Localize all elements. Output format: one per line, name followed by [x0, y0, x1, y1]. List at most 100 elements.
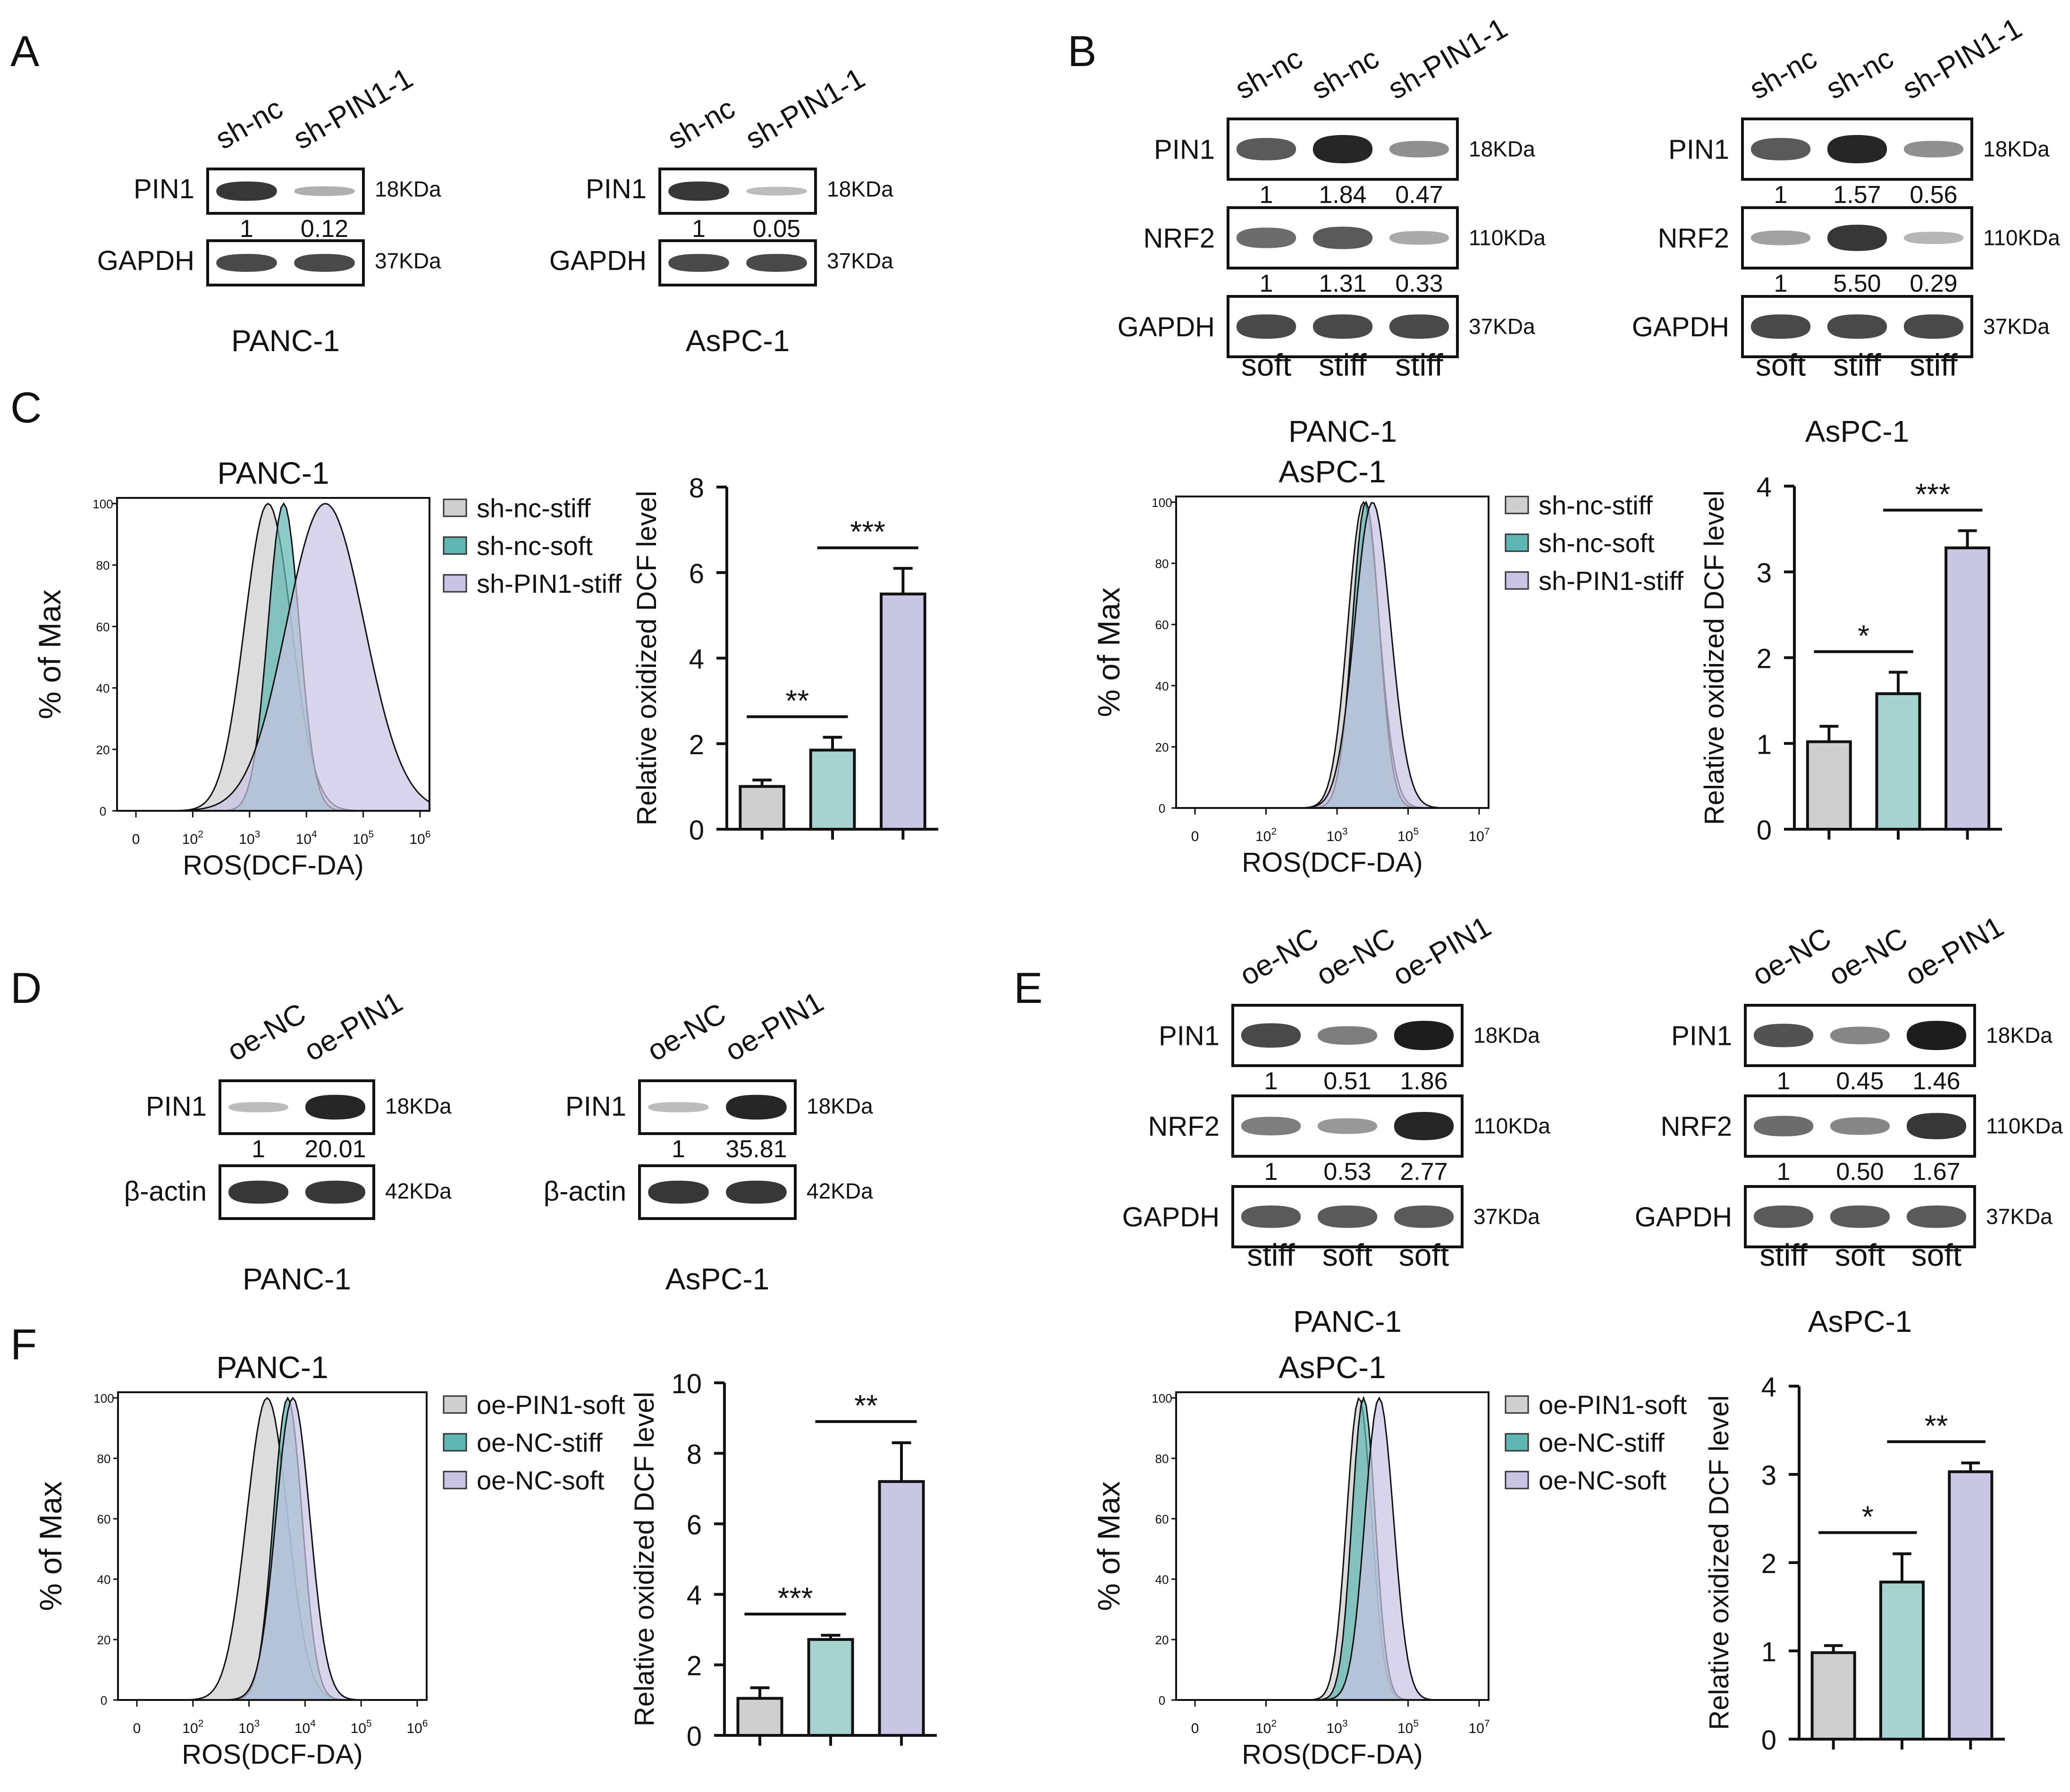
legend-label: oe-NC-soft: [1539, 1465, 1666, 1495]
quant-value: 1: [1774, 270, 1788, 297]
blot-row-0: PIN1 18KDa 1 0.45 1.46: [1671, 1004, 2053, 1095]
blot-band: [305, 1094, 366, 1120]
blot-A-AsPC-1: sh-nc sh-PIN1-1 PIN1 18KDa 1 0.05 GAPDH 37KDa As…: [549, 62, 893, 358]
bar-sh-PIN1-stiff: [880, 592, 926, 831]
blot-band: [1241, 1117, 1301, 1136]
kda-label: 18KDa: [1473, 1023, 1540, 1047]
kda-label: 18KDa: [1469, 136, 1535, 161]
kda-label: 18KDa: [1986, 1023, 2053, 1047]
blot-row-1: NRF2 110KDa 1 1.31 0.33: [1144, 206, 1546, 297]
y-axis-label: % of Max: [1091, 587, 1126, 717]
x-tick-label: 102: [182, 1718, 203, 1737]
histogram-F-hist-AsPC-1: 0 20 40 60 80 100 0 102 103 105 107 AsPC-1 ROS(DCF-D…: [1091, 1350, 1687, 1770]
blot-band: [1750, 230, 1811, 245]
blot-band: [1389, 141, 1449, 158]
y-tick-label: 1: [1757, 729, 1772, 760]
bar-oe-NC-soft: [1948, 1470, 1994, 1741]
y-axis-label: % of Max: [32, 589, 67, 719]
blot-band: [746, 254, 807, 272]
legend-label: oe-NC-stiff: [1539, 1428, 1665, 1457]
panel-label-A: A: [10, 27, 40, 76]
y-tick-label: 60: [97, 1512, 111, 1526]
blot-band: [1241, 1023, 1301, 1048]
x-tick-label: 104: [296, 829, 317, 848]
x-tick-label: 107: [1468, 826, 1489, 845]
blot-band: [1241, 1205, 1301, 1228]
blot-row-0: PIN1 18KDa 1 1.57 0.56: [1668, 118, 2050, 209]
condition-label: stiff: [1759, 1237, 1808, 1272]
x-tick-label: 0: [133, 1721, 141, 1736]
y-axis-label: Relative oxidized DCF level: [1699, 490, 1730, 825]
bar-oe-PIN1-soft: [736, 1697, 783, 1737]
blot-band: [726, 1094, 787, 1120]
x-tick-label: 105: [353, 829, 374, 848]
legend-label: sh-PIN1-stiff: [1539, 566, 1683, 596]
protein-label: NRF2: [1658, 223, 1729, 253]
chart-title: AsPC-1: [1279, 454, 1386, 489]
lane-label: sh-nc: [210, 92, 288, 156]
panel-label-C: C: [10, 384, 42, 432]
x-tick-label: 106: [409, 829, 430, 848]
kda-label: 18KDa: [827, 177, 893, 201]
significance-stars: **: [854, 1388, 878, 1422]
blot-band: [1317, 1026, 1378, 1045]
x-tick-label: 104: [295, 1718, 316, 1737]
y-tick-label: 10: [671, 1369, 702, 1399]
bar-oe-NC-soft: [878, 1480, 925, 1737]
plot-frame: [1175, 1391, 1489, 1701]
chart-title: PANC-1: [217, 455, 329, 490]
kda-label: 37KDa: [1473, 1204, 1540, 1228]
y-tick-label: 1: [1761, 1637, 1776, 1667]
blot-band: [746, 186, 807, 196]
panel-label-E: E: [1014, 964, 1043, 1012]
blot-band: [1827, 314, 1887, 339]
blot-band: [1830, 1026, 1890, 1044]
y-tick-label: 0: [1761, 1725, 1776, 1756]
y-tick-label: 4: [687, 1580, 702, 1611]
y-tick-label: 4: [1761, 1372, 1776, 1403]
blot-row-1: NRF2 110KDa 1 0.50 1.67: [1661, 1094, 2063, 1186]
condition-label: soft: [1399, 1237, 1449, 1272]
blot-band: [1236, 138, 1296, 160]
quant-value: 1: [252, 1136, 265, 1163]
protein-label: β-actin: [544, 1176, 626, 1207]
histogram-series-sh-nc-soft: [1176, 500, 1489, 809]
bar-sh-nc-soft: [1875, 692, 1921, 831]
protein-label: GAPDH: [549, 245, 647, 276]
blot-band: [1830, 1205, 1890, 1228]
blot-band: [1750, 138, 1811, 160]
bar-oe-NC-stiff: [807, 1638, 854, 1737]
lane-label: sh-PIN1-1: [288, 62, 418, 156]
blot-row-2: GAPDH 37KDa: [1122, 1185, 1540, 1248]
legend-label: sh-nc-stiff: [1539, 490, 1653, 520]
blot-row-2: GAPDH 37KDa: [1118, 295, 1535, 358]
blot-row-1: β-actin 42KDa: [544, 1164, 873, 1220]
y-tick-label: 100: [1152, 1391, 1172, 1405]
legend-label: sh-nc-stiff: [477, 493, 591, 523]
blot-row-2: GAPDH 37KDa: [1635, 1185, 2053, 1248]
bar-oe-NC-stiff: [1879, 1581, 1925, 1741]
plot-frame: [116, 497, 430, 812]
y-tick-label: 20: [96, 743, 110, 757]
lane-label: oe-PIN1: [1388, 910, 1497, 992]
blot-row-1: GAPDH 37KDa: [97, 239, 441, 286]
legend-label: oe-NC-stiff: [477, 1428, 603, 1457]
x-axis-label: ROS(DCF-DA): [1242, 1739, 1422, 1770]
y-tick-label: 60: [96, 620, 110, 634]
x-tick-label: 0: [1191, 1721, 1199, 1736]
plot-frame: [117, 1391, 428, 1701]
blot-band: [1394, 1021, 1454, 1050]
x-tick-label: 103: [239, 829, 260, 848]
x-tick-label: 0: [132, 832, 140, 847]
kda-label: 42KDa: [385, 1178, 452, 1203]
blot-band: [1317, 1118, 1378, 1134]
condition-label: soft: [1241, 347, 1291, 382]
y-tick-label: 100: [93, 1391, 114, 1405]
x-tick-label: 106: [406, 1718, 428, 1737]
x-tick-label: 102: [182, 829, 203, 848]
y-tick-label: 2: [687, 1651, 702, 1682]
